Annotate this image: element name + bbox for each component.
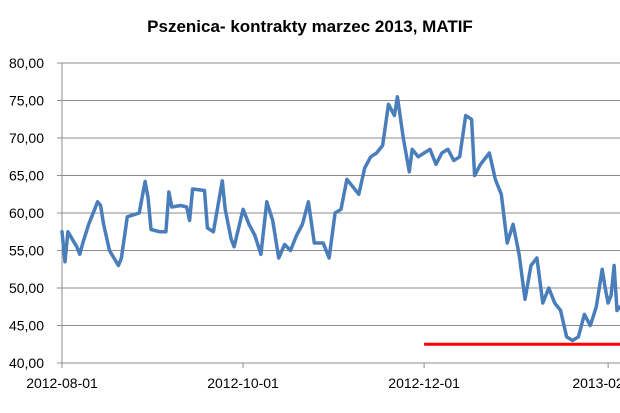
x-tick-label: 2012-10-01 [207,375,279,391]
x-tick-label: 2013-02-01 [572,375,620,391]
y-tick-label: 50,00 [9,280,44,296]
y-tick-label: 75,00 [9,93,44,109]
y-axis-ticks: 40,00 45,00 50,00 55,00 60,00 65,00 70,00 75,00… [9,55,44,371]
y-tick-label: 55,00 [9,243,44,259]
chart-title: Pszenica- kontrakty marzec 2013, MATIF [147,17,473,36]
x-tick-label: 2012-12-01 [388,375,460,391]
x-axis-ticks: 2012-08-01 2012-10-01 2012-12-01 2013-02-01 [26,375,620,391]
y-tick-label: 65,00 [9,168,44,184]
y-tick-label: 60,00 [9,205,44,221]
gridlines [62,62,620,326]
y-tick-label: 80,00 [9,55,44,71]
y-tick-label: 45,00 [9,318,44,334]
series-line [60,95,620,343]
y-tick-label: 40,00 [9,355,44,371]
y-tick-label: 70,00 [9,130,44,146]
x-tick-label: 2012-08-01 [26,375,98,391]
axes [57,62,620,368]
series [60,95,620,343]
